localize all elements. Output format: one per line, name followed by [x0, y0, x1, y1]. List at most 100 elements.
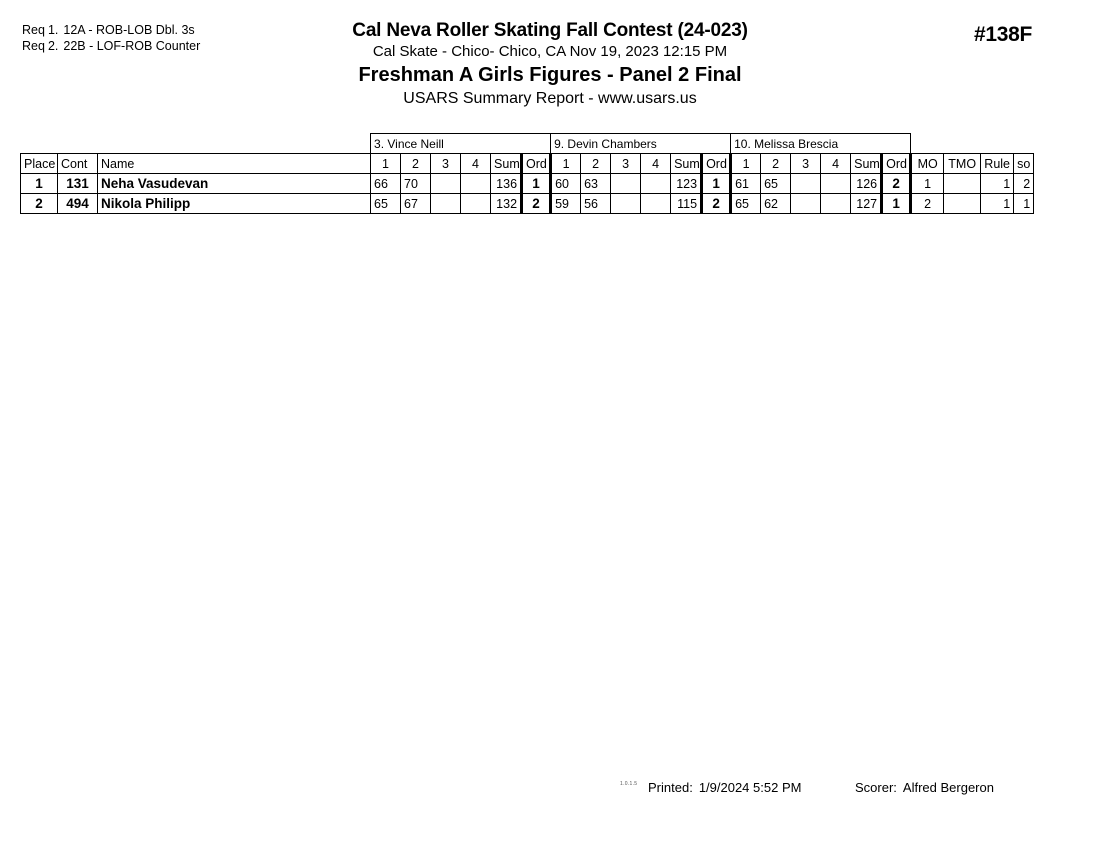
header-mo: MO: [910, 153, 945, 174]
row-j3-figure-3: [790, 193, 822, 214]
row-j1-figure-2: 70: [400, 173, 432, 194]
row-j3-sum: 127: [850, 193, 883, 214]
header-j3-ord: Ord: [880, 153, 913, 174]
header-j2-figure-1: 1: [550, 153, 582, 174]
row-j1-figure-1: 65: [370, 193, 402, 214]
judge-panel-1-label: 3. Vince Neill: [370, 133, 552, 154]
requirement-label: Req: [22, 39, 45, 53]
results-sheet: 3. Vince Neill 9. Devin Chambers 10. Mel…: [20, 133, 1035, 214]
row-j3-figure-3: [790, 173, 822, 194]
printed-timestamp: 1/9/2024 5:52 PM: [698, 780, 802, 795]
header-so: so: [1013, 153, 1035, 174]
printed-info: Printed: 1/9/2024 5:52 PM: [648, 780, 801, 795]
row-skater-name: Nikola Philipp: [96, 193, 372, 214]
row-rule: 1: [980, 193, 1015, 214]
header-place: Place: [20, 153, 58, 174]
table-row: 1 131 Neha Vasudevan 66 70 136 1 60 63 1…: [20, 173, 1035, 194]
report-header: Cal Neva Roller Skating Fall Contest (24…: [0, 20, 1100, 110]
event-number: #138F: [973, 23, 1032, 46]
row-j2-figure-1: 60: [550, 173, 582, 194]
header-j2-ord: Ord: [700, 153, 733, 174]
row-j1-ord: 2: [520, 193, 553, 214]
judge-band-row: 3. Vince Neill 9. Devin Chambers 10. Mel…: [21, 133, 1034, 154]
requirement-text: 22B - LOF-ROB Counter: [63, 39, 201, 53]
header-j3-figure-3: 3: [790, 153, 822, 174]
table-header-row: Place Cont Name 1 2 3 4 Sum Ord 1 2 3 4 …: [20, 153, 1035, 174]
row-j2-figure-4: [640, 173, 672, 194]
row-j2-ord: 1: [700, 173, 733, 194]
row-so: 2: [1013, 173, 1035, 194]
header-j3-figure-1: 1: [730, 153, 762, 174]
scorer-label: Scorer:: [855, 780, 897, 795]
requirement-row: Req 2. 22B - LOF-ROB Counter: [22, 38, 200, 54]
row-contestant-number: 131: [57, 173, 98, 194]
row-skater-name: Neha Vasudevan: [96, 173, 372, 194]
row-j3-figure-2: 65: [760, 173, 792, 194]
judge-panel-2-label: 9. Devin Chambers: [550, 133, 732, 154]
scorer-info: Scorer: Alfred Bergeron: [855, 780, 994, 795]
row-tmo: [943, 193, 982, 214]
row-j2-figure-3: [610, 193, 642, 214]
requirement-label: Req: [22, 23, 45, 37]
build-version-code: 1.0.1.5: [620, 781, 638, 787]
results-table: 3. Vince Neill 9. Devin Chambers 10. Mel…: [20, 133, 1035, 214]
row-j3-sum: 126: [850, 173, 883, 194]
header-j3-figure-2: 2: [760, 153, 792, 174]
row-j2-sum: 123: [670, 173, 703, 194]
row-j1-figure-4: [460, 193, 492, 214]
header-j1-sum: Sum: [490, 153, 523, 174]
row-tmo: [943, 173, 982, 194]
row-j2-figure-4: [640, 193, 672, 214]
judge-panel-3-label: 10. Melissa Brescia: [730, 133, 912, 154]
row-j3-figure-4: [820, 173, 852, 194]
row-j3-figure-1: 65: [730, 193, 762, 214]
header-j2-figure-4: 4: [640, 153, 672, 174]
row-j1-figure-4: [460, 173, 492, 194]
row-j1-figure-3: [430, 173, 462, 194]
header-j1-ord: Ord: [520, 153, 553, 174]
requirement-row: Req 1. 12A - ROB-LOB Dbl. 3s: [22, 22, 200, 38]
report-source-line: USARS Summary Report - www.usars.us: [403, 90, 697, 107]
row-j2-figure-3: [610, 173, 642, 194]
band-spacer-right: [911, 134, 1034, 154]
requirement-number: 1.: [47, 23, 59, 37]
requirements-list: Req 1. 12A - ROB-LOB Dbl. 3s Req 2. 22B - LO…: [22, 22, 200, 54]
header-j3-sum: Sum: [850, 153, 883, 174]
row-j1-figure-1: 66: [370, 173, 402, 194]
header-j1-figure-1: 1: [370, 153, 402, 174]
scorer-name: Alfred Bergeron: [902, 780, 994, 795]
requirement-text: 12A - ROB-LOB Dbl. 3s: [63, 23, 195, 37]
header-name: Name: [96, 153, 372, 174]
header-j1-figure-3: 3: [430, 153, 462, 174]
row-j3-ord: 1: [880, 193, 913, 214]
row-j1-sum: 136: [490, 173, 523, 194]
contest-title: Cal Neva Roller Skating Fall Contest (24…: [352, 20, 748, 41]
table-row: 2 494 Nikola Philipp 65 67 132 2 59 56 1…: [20, 193, 1035, 214]
row-place: 2: [20, 193, 58, 214]
row-j2-sum: 115: [670, 193, 703, 214]
row-place: 1: [20, 173, 58, 194]
header-j2-sum: Sum: [670, 153, 703, 174]
header-rule: Rule: [980, 153, 1015, 174]
header-j1-figure-2: 2: [400, 153, 432, 174]
band-spacer: [21, 134, 371, 154]
header-cont: Cont: [57, 153, 98, 174]
requirement-number: 2.: [47, 39, 59, 53]
row-j1-ord: 1: [520, 173, 553, 194]
row-j2-ord: 2: [700, 193, 733, 214]
row-j1-figure-2: 67: [400, 193, 432, 214]
row-rule: 1: [980, 173, 1015, 194]
row-j3-figure-1: 61: [730, 173, 762, 194]
row-j2-figure-1: 59: [550, 193, 582, 214]
row-j1-figure-3: [430, 193, 462, 214]
row-j3-figure-4: [820, 193, 852, 214]
header-tmo: TMO: [943, 153, 982, 174]
row-j2-figure-2: 56: [580, 193, 612, 214]
row-j1-sum: 132: [490, 193, 523, 214]
header-j2-figure-3: 3: [610, 153, 642, 174]
header-j3-figure-4: 4: [820, 153, 852, 174]
header-j1-figure-4: 4: [460, 153, 492, 174]
row-mo: 1: [910, 173, 945, 194]
row-j3-ord: 2: [880, 173, 913, 194]
printed-label: Printed:: [648, 780, 693, 795]
